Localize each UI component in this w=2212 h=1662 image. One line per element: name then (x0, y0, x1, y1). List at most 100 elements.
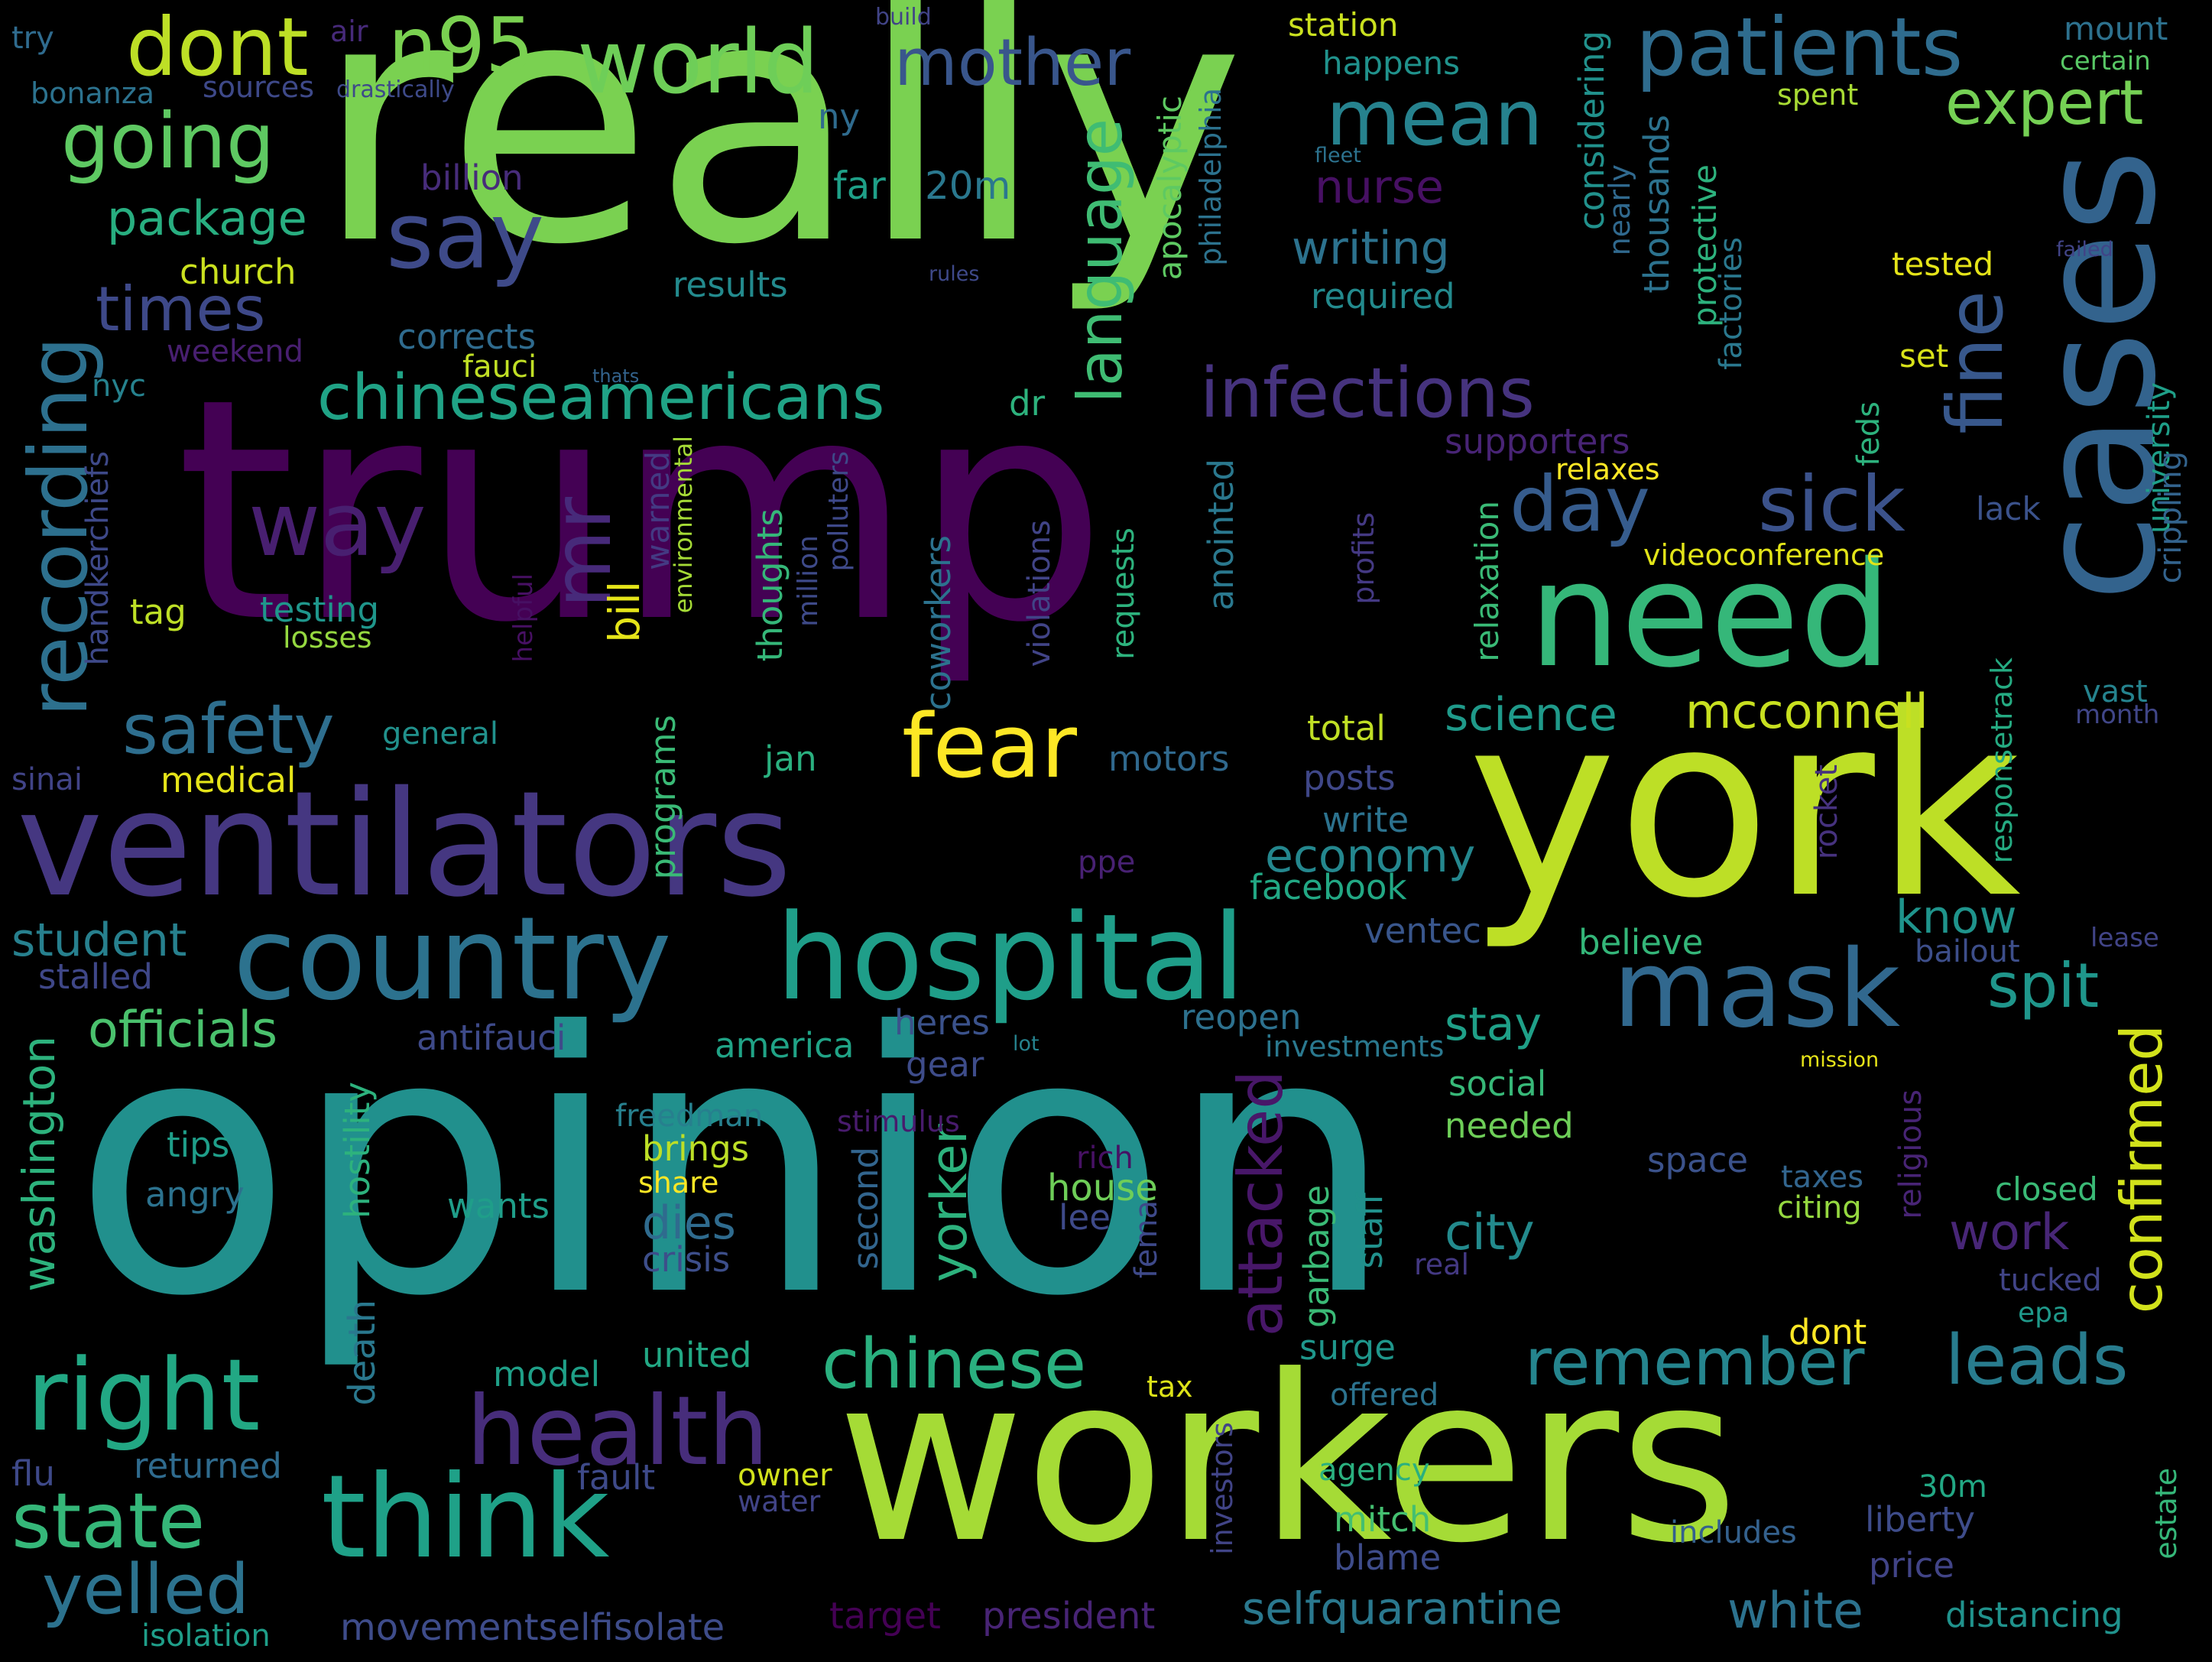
word-surge: surge (1299, 1327, 1396, 1368)
word-real: real (1414, 1248, 1470, 1281)
word-brings: brings (642, 1128, 750, 1169)
word-fear: fear (902, 696, 1077, 798)
word-think: think (321, 1451, 610, 1584)
word-price: price (1869, 1545, 1954, 1586)
word-write: write (1322, 800, 1409, 840)
word-fault: fault (577, 1457, 656, 1498)
word-anointed: anointed (1201, 459, 1241, 611)
word-dont-2: dont (1789, 1312, 1867, 1352)
word-certain: certain (2060, 46, 2151, 76)
word-liberty: liberty (1865, 1499, 1976, 1540)
word-dr: dr (1009, 383, 1046, 424)
word-happens: happens (1322, 44, 1461, 82)
word-total: total (1307, 708, 1386, 748)
word-20m: 20m (925, 164, 1011, 208)
word-investors: investors (1205, 1422, 1239, 1555)
word-movementselfisolate: movementselfisolate (340, 1606, 725, 1649)
word-closed: closed (1995, 1170, 2098, 1208)
word-nyc: nyc (92, 368, 147, 404)
word-thats: thats (592, 365, 640, 387)
word-workers: workers (837, 1326, 1739, 1593)
word-distancing: distancing (1945, 1595, 2123, 1635)
word-tucked: tucked (1999, 1263, 2102, 1298)
word-posts: posts (1303, 758, 1396, 798)
word-mitch: mitch (1334, 1499, 1432, 1540)
word-thousands: thousands (1636, 115, 1677, 294)
word-officials: officials (88, 1001, 278, 1059)
word-believe: believe (1578, 922, 1704, 962)
word-helpful: helpful (508, 573, 539, 663)
word-n95: n95 (388, 1, 534, 90)
word-general: general (382, 716, 499, 751)
word-fema: fema (1129, 1200, 1164, 1279)
word-yorker: yorker (921, 1124, 978, 1282)
word-dont-1: dont (126, 1, 309, 94)
word-needed: needed (1445, 1105, 1574, 1146)
word-stalled: stalled (38, 956, 153, 997)
word-bailout: bailout (1915, 934, 2020, 969)
word-language: language (1065, 118, 1136, 404)
word-package: package (107, 190, 307, 246)
word-need: need (1529, 531, 1892, 700)
word-far: far (833, 164, 886, 208)
word-student: student (11, 914, 187, 967)
word-tax: tax (1147, 1370, 1193, 1404)
word-taxes: taxes (1781, 1160, 1864, 1195)
word-washington: washington (13, 1036, 65, 1292)
word-results: results (673, 265, 788, 305)
word-opinion: opinion (73, 956, 1396, 1375)
word-fleet: fleet (1315, 144, 1361, 167)
word-build: build (875, 4, 932, 31)
word-philadelphia: philadelphia (1194, 88, 1228, 266)
word-remember: remember (1525, 1325, 1865, 1401)
word-science: science (1445, 688, 1617, 742)
word-know: know (1896, 891, 2017, 944)
word-president: president (982, 1595, 1156, 1638)
word-vast: vast (2083, 674, 2148, 709)
word-lee: lee (1059, 1197, 1111, 1238)
word-mother: mother (894, 25, 1131, 101)
word-try: try (11, 21, 54, 56)
word-really: really (315, 0, 1245, 318)
word-mission: mission (1800, 1048, 1880, 1072)
word-feds: feds (1851, 401, 1886, 466)
word-sick: sick (1758, 459, 1905, 549)
word-united: united (642, 1335, 752, 1375)
word-factories: factories (1714, 237, 1749, 370)
word-thoughts: thoughts (750, 508, 790, 662)
word-lot: lot (1013, 1032, 1040, 1056)
word-white: white (1727, 1582, 1863, 1640)
word-drastically: drastically (336, 76, 455, 103)
word-america: america (715, 1025, 855, 1066)
word-way: way (248, 474, 427, 576)
word-facebook: facebook (1250, 867, 1407, 907)
word-isolation: isolation (141, 1618, 271, 1654)
word-day: day (1510, 459, 1650, 549)
word-air: air (330, 15, 368, 48)
word-patients: patients (1636, 1, 1964, 94)
word-ny: ny (818, 96, 861, 137)
word-world: world (577, 11, 819, 114)
word-handkerchiefs: handkerchiefs (80, 451, 115, 666)
word-gear: gear (906, 1044, 984, 1085)
word-nurse: nurse (1315, 161, 1444, 214)
word-relaxes: relaxes (1555, 453, 1660, 486)
word-safety: safety (122, 690, 335, 770)
word-violations: violations (1022, 520, 1057, 667)
word-responsetrack: responsetrack (1985, 657, 2019, 864)
word-losses: losses (283, 621, 372, 654)
word-sources: sources (203, 70, 314, 104)
word-investments: investments (1265, 1030, 1445, 1063)
word-offered: offered (1330, 1378, 1439, 1413)
word-mount: mount (2064, 10, 2168, 47)
word-tested: tested (1892, 245, 1994, 283)
word-church: church (180, 252, 297, 292)
word-supporters: supporters (1445, 421, 1630, 462)
word-30m: 30m (1918, 1469, 1987, 1505)
word-requests: requests (1106, 527, 1141, 660)
word-angry: angry (145, 1174, 245, 1215)
word-lease: lease (2090, 923, 2159, 953)
word-work: work (1949, 1204, 2070, 1261)
word-sinai: sinai (11, 762, 83, 797)
word-million: million (793, 535, 824, 627)
